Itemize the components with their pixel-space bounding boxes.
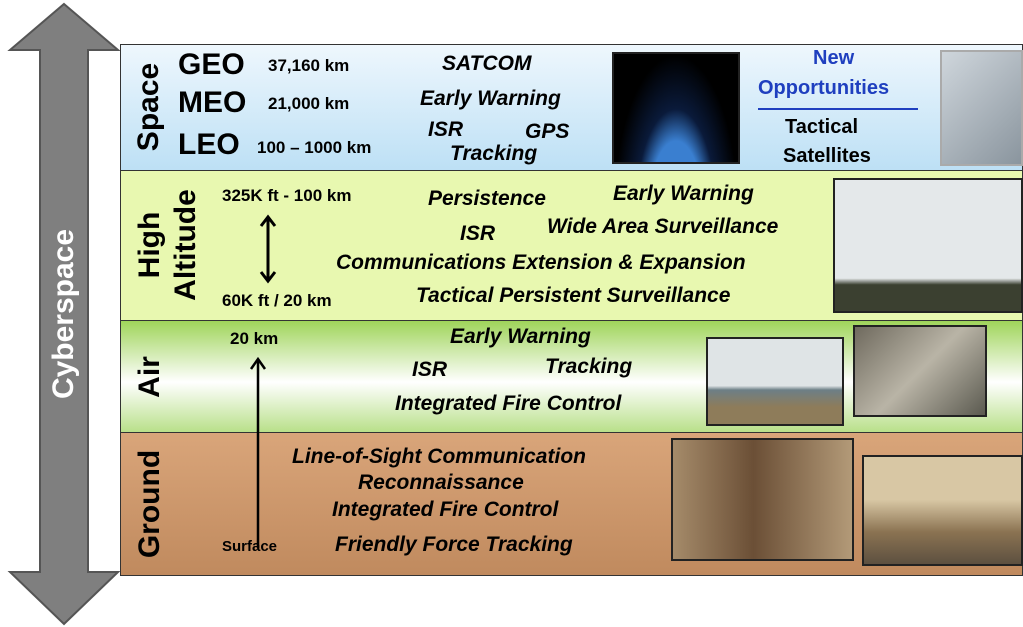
soldier-image [671,438,854,561]
mission: SATCOM [442,52,531,76]
slide: Cyberspace Space GEO 37,160 km MEO 21,00… [0,0,1023,627]
mission: Early Warning [450,325,591,349]
mission: ISR [428,118,463,142]
band-label: Space [132,63,166,151]
band-label: Air [133,356,167,398]
underline [758,108,918,110]
surface-arrow [248,356,268,551]
altitude-top: 325K ft - 100 km [222,186,351,206]
altitude-bottom: 60K ft / 20 km [222,291,332,311]
mission: Persistence [428,187,546,211]
helicopter-image [853,325,987,417]
range-arrow [258,214,278,284]
orbit-name: LEO [178,128,240,162]
mission: Tracking [545,355,632,379]
mission: Tactical Persistent Surveillance [416,284,730,308]
tactical-satellites: Satellites [783,145,871,168]
band-label: Altitude [169,189,203,301]
mission: Integrated Fire Control [395,392,621,416]
surface-label: Surface [222,538,277,555]
mission: ISR [460,222,495,246]
band-label: Ground [133,450,167,558]
band-label: High [133,212,167,279]
cyberspace-label: Cyberspace [47,229,81,399]
orbit-altitude: 37,160 km [268,56,349,76]
mission: Reconnaissance [358,471,524,495]
mission: Communications Extension & Expansion [336,251,746,275]
new-opportunities: Opportunities [758,77,889,100]
tactical-satellites: Tactical [785,116,858,139]
tactical-satellite-image [940,50,1023,166]
mission: Friendly Force Tracking [335,533,573,557]
orbit-name: MEO [178,86,246,120]
altitude-top: 20 km [230,329,278,349]
orbit-altitude: 100 – 1000 km [257,138,371,158]
aerostat-image [706,337,844,426]
orbit-altitude: 21,000 km [268,94,349,114]
mission: ISR [412,358,447,382]
mission: GPS [525,120,569,144]
glider-image [833,178,1023,313]
satellite-image [612,52,740,164]
mission: Early Warning [420,87,561,111]
mission: Integrated Fire Control [332,498,558,522]
new-opportunities: New [813,47,854,70]
orbit-name: GEO [178,48,245,82]
mission: Wide Area Surveillance [547,215,778,239]
mission: Line-of-Sight Communication [292,445,586,469]
mission: Tracking [450,142,537,166]
mission: Early Warning [613,182,754,206]
troops-image [862,455,1023,566]
